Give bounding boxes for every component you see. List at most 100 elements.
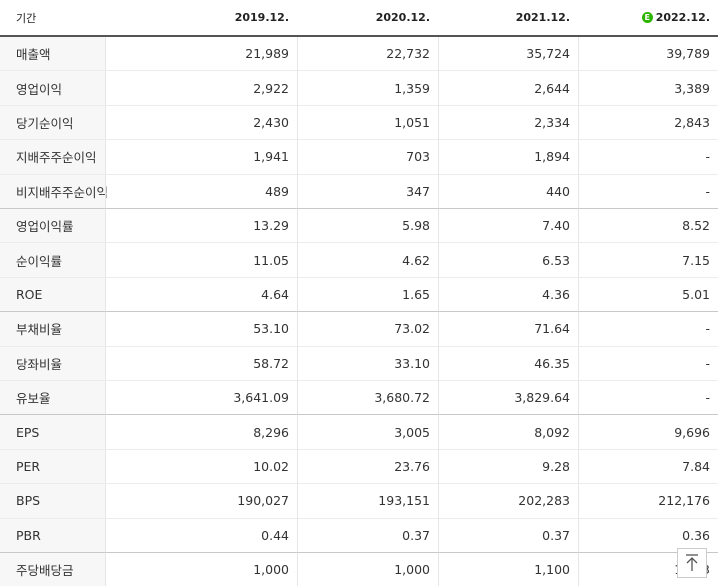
value-cell: 53.10 (105, 312, 297, 347)
value-cell: 13.29 (105, 209, 297, 244)
value-cell: 1,359 (297, 71, 438, 106)
value: 11.05 (253, 252, 289, 268)
value-cell: 2,334 (438, 105, 578, 141)
value-cell: 0.37 (297, 518, 438, 553)
row-label: 당기순이익 (16, 115, 74, 131)
value: 21,989 (245, 46, 289, 62)
row-label-cell: ROE (0, 277, 105, 313)
row-label-cell: 매출액 (0, 37, 105, 72)
value: 10.02 (253, 458, 289, 474)
value-cell: 190,027 (105, 484, 297, 519)
value: 1,000 (253, 562, 289, 578)
value-cell: 440 (438, 174, 578, 209)
row-label-cell: 영업이익 (0, 71, 105, 106)
value: - (705, 390, 710, 406)
value: 3,389 (674, 80, 710, 96)
value: 212,176 (658, 493, 710, 509)
value-cell: 9.28 (438, 449, 578, 485)
value: 7.40 (542, 218, 570, 234)
value-cell: 0.36 (578, 518, 718, 553)
header-cell: 2020.12. (297, 0, 438, 37)
value: 13.29 (253, 218, 289, 234)
value: 71.64 (534, 321, 570, 337)
value-cell: 3,680.72 (297, 381, 438, 416)
value: 6.53 (542, 252, 570, 268)
row-label-cell: EPS (0, 415, 105, 450)
value-cell: 1,000 (105, 553, 297, 586)
value: 7.15 (682, 252, 710, 268)
row-label: 지배주주순이익 (16, 150, 97, 166)
value-cell: 5.01 (578, 277, 718, 313)
value-cell: 39,789 (578, 37, 718, 72)
value-cell: 8.52 (578, 209, 718, 244)
value: 703 (406, 149, 430, 165)
value: 39,789 (666, 46, 710, 62)
row-label: EPS (16, 424, 40, 440)
value: 1,894 (534, 149, 570, 165)
value: 202,283 (518, 493, 570, 509)
value: 0.44 (261, 527, 289, 543)
value: 1,000 (394, 562, 430, 578)
row-label: BPS (16, 493, 41, 509)
value: 8.52 (682, 218, 710, 234)
value: 2,644 (534, 80, 570, 96)
value: 2,922 (253, 80, 289, 96)
row-label: 순이익률 (16, 253, 63, 269)
value: 0.36 (682, 527, 710, 543)
value-cell: - (578, 381, 718, 416)
estimate-badge: E (641, 12, 653, 23)
period-label: 2020.12. (375, 11, 430, 24)
value: 22,732 (386, 46, 430, 62)
value: 4.36 (542, 286, 570, 302)
row-label: 매출액 (16, 47, 51, 63)
value-cell: 2,843 (578, 105, 718, 141)
value-cell: 35,724 (438, 37, 578, 72)
row-label-cell: 유보율 (0, 381, 105, 416)
row-label: PBR (16, 527, 41, 543)
row-label-cell: PBR (0, 518, 105, 553)
scroll-top-button[interactable] (677, 548, 707, 578)
value-cell: 4.62 (297, 243, 438, 278)
value: 193,151 (378, 493, 430, 509)
value: 3,005 (394, 424, 430, 440)
value-cell: 7.40 (438, 209, 578, 244)
value-cell: - (578, 312, 718, 347)
value-cell: 6.53 (438, 243, 578, 278)
value: 190,027 (237, 493, 289, 509)
period-label: 2022.12. (655, 11, 710, 24)
row-label: PER (16, 458, 41, 474)
row-label: ROE (16, 286, 43, 302)
row-label-cell: 당좌비율 (0, 346, 105, 381)
value-cell: 3,829.64 (438, 381, 578, 416)
period-label: 2019.12. (234, 11, 289, 24)
value-cell: 73.02 (297, 312, 438, 347)
value: - (705, 149, 710, 165)
row-label-cell: PER (0, 449, 105, 485)
row-label-cell: 지배주주순이익 (0, 140, 105, 175)
value: 5.98 (402, 218, 430, 234)
row-label: 영업이익 (16, 81, 63, 97)
arrow-up-icon (686, 554, 698, 571)
value-cell: 2,644 (438, 71, 578, 106)
value: 33.10 (394, 355, 430, 371)
value-cell: 1,100 (438, 553, 578, 586)
period-label: 2021.12. (515, 11, 570, 24)
value-cell: 10.02 (105, 449, 297, 485)
value: - (705, 355, 710, 371)
value-cell: 0.37 (438, 518, 578, 553)
header-cell: 2019.12. (105, 0, 297, 37)
row-label-cell: 비지배주주순이익 (0, 174, 109, 209)
row-label-cell: 영업이익률 (0, 209, 105, 244)
row-label: 비지배주주순이익 (16, 184, 109, 200)
row-label-cell: 순이익률 (0, 243, 105, 278)
row-label-cell: BPS (0, 484, 105, 519)
value-cell: 1,894 (438, 140, 578, 175)
value-cell: 1.65 (297, 277, 438, 313)
value-cell: 2,922 (105, 71, 297, 106)
value-cell: 703 (297, 140, 438, 175)
value: 1,051 (394, 114, 430, 130)
value-cell: 489 (105, 174, 297, 209)
value: 35,724 (526, 46, 570, 62)
value-cell: 46.35 (438, 346, 578, 381)
row-label: 유보율 (16, 391, 51, 407)
